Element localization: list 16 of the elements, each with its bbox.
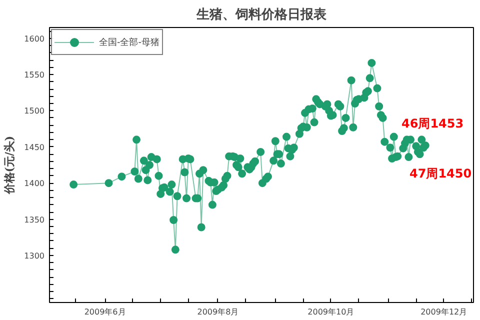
legend-label: 全国-全部-母猪 [99, 36, 160, 48]
chart-title: 生猪、饲料价格日报表 [196, 8, 328, 22]
y-tick-label: 1450 [24, 142, 44, 152]
y-tick-label: 1300 [24, 251, 44, 260]
x-tick-label: 2009年8月 [197, 308, 239, 316]
y-axis-title: 价格(元/头) [3, 136, 16, 196]
y-tick-label: 1600 [24, 34, 44, 44]
annotation: 46周1453 [402, 116, 464, 130]
y-tick-label: 1350 [24, 215, 44, 224]
x-tick-label: 2009年12月 [420, 308, 468, 316]
x-tick-label: 2009年10月 [308, 308, 354, 316]
x-tick-label: 2009年6月 [84, 308, 126, 316]
y-tick-label: 1500 [24, 106, 44, 116]
annotation: 47周1450 [410, 166, 472, 180]
y-tick-label: 1400 [24, 179, 44, 188]
y-tick-label: 1550 [24, 70, 44, 80]
